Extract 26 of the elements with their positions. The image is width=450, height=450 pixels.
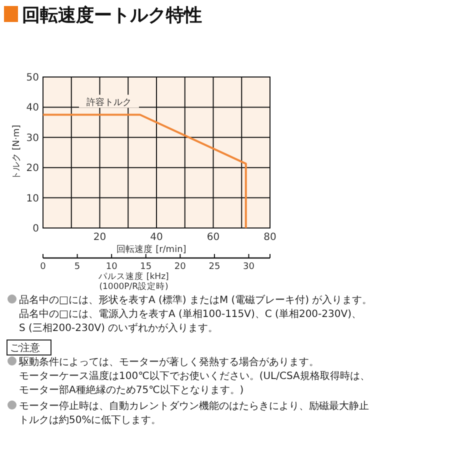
chart-title: 回転速度ートルク特性 [22,5,202,26]
y-tick-label: 50 [26,72,39,84]
text: 品名中の□には、形状を表すA (標準) またはM (電磁ブレーキ付) が入ります。品名中の□には、電源入力を表すA (単相100-115V)、C (単相200-230V)、S (三相200-230V) のいずれかが入ります。 [19,294,372,334]
x2-axis-title: パルス速度 [kHz] (1000P/R設定時) [98,271,169,292]
text: 駆動条件によっては、モーターが著しく発熱する場合があります。モーターケース温度は100℃以下でお使いください。(UL/CSA規格取得時は、モーター部A種絶縁のため75℃以下となります。) [18,356,370,396]
x2-tick-label: 30 [243,262,255,272]
x-tick-label: 60 [206,232,220,243]
y-tick-label: 30 [26,132,39,144]
x2-tick-label: 25 [208,262,220,272]
x2-tick-label: 10 [106,262,118,272]
x-axis-title: 回転速度 [r/min] [116,244,186,255]
series-label: 許容トルク [86,96,132,108]
text: モーター停止時は、自動カレントダウン機能のはたらきにより、励磁最大静止トルクは約50%に低下します。 [19,400,369,426]
y-tick-label: 0 [32,224,39,234]
y-tick-label: 10 [26,193,39,204]
text: ご注意 [10,342,40,354]
x-tick-label: 80 [264,232,276,243]
y-tick-label: 40 [26,102,39,114]
x2-tick-label: 20 [174,262,186,272]
y-tick-label: 20 [26,163,39,174]
x2-tick-label: 5 [74,262,80,272]
x2-tick-label: 15 [140,262,152,272]
x2-tick-label: 0 [40,262,46,272]
x-tick-label: 20 [93,232,106,243]
y-axis-title: トルク [N·m] [12,124,22,180]
x-tick-label: 40 [150,232,163,243]
